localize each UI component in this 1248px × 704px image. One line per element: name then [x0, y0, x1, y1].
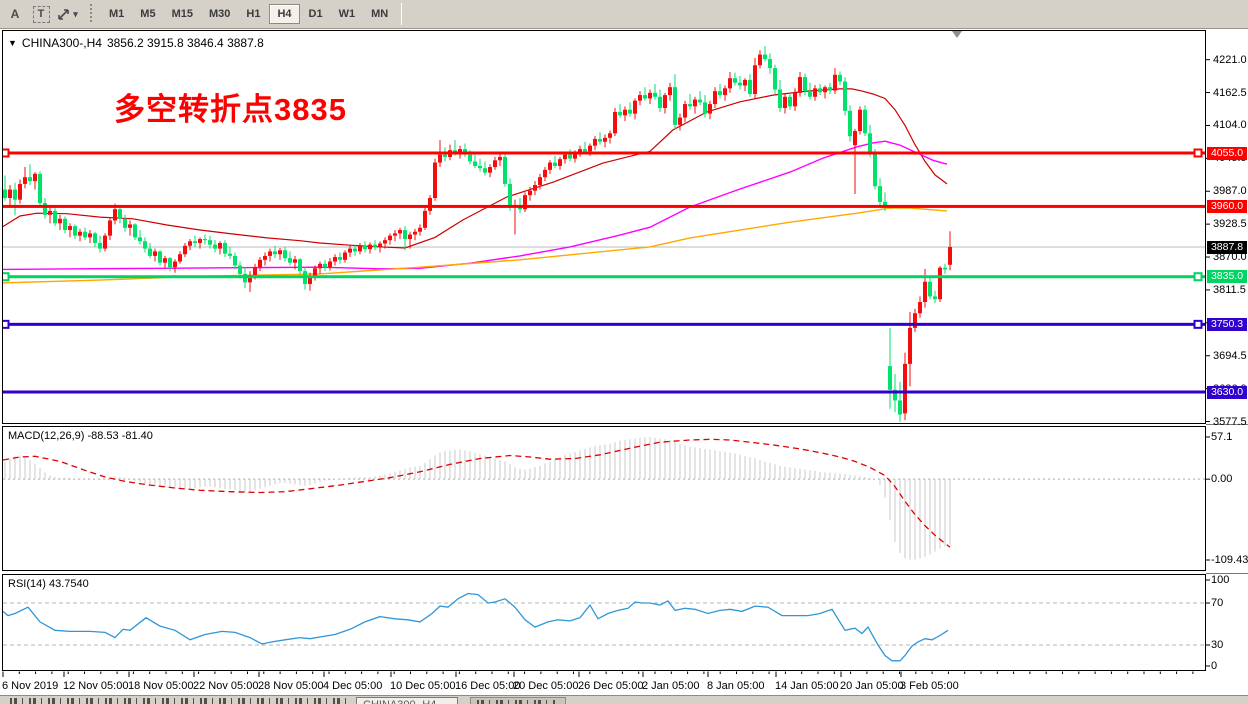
time-axis-label[interactable]: 8 Jan 05:00 [707, 680, 765, 692]
time-axis-label[interactable]: 18 Nov 05:00 [128, 680, 194, 692]
timeframe-button-m5[interactable]: M5 [140, 8, 156, 20]
time-axis-label[interactable]: 3 Feb 05:00 [900, 680, 959, 692]
time-axis-label[interactable]: 16 Dec 05:00 [455, 680, 521, 692]
timeframe-button-d1[interactable]: D1 [308, 8, 323, 20]
toolbar: A T ▾ M1 M5 M15 M30 H1 H4 D1 W1 MN [0, 0, 1248, 29]
macd-panel[interactable] [2, 426, 1206, 571]
chart-tabs-strip[interactable]: CHINA300-,H4 [0, 695, 1248, 704]
time-axis-label[interactable]: 28 Nov 05:00 [258, 680, 324, 692]
rsi-panel[interactable] [2, 574, 1206, 671]
timeframe-button-h1[interactable]: H1 [246, 8, 261, 20]
time-axis-label[interactable]: 4 Dec 05:00 [323, 680, 383, 692]
inactive-chart-tabs[interactable] [10, 698, 348, 704]
macd-indicator-label: MACD(12,26,9) -88.53 -81.40 [8, 430, 153, 442]
timeframe-button-m30[interactable]: M30 [208, 8, 231, 20]
time-axis-label[interactable]: 10 Dec 05:00 [390, 680, 456, 692]
text-tool-button[interactable]: T [30, 3, 52, 25]
time-axis-label[interactable]: 12 Nov 05:00 [63, 680, 129, 692]
timeframe-button-h4[interactable]: H4 [269, 4, 300, 24]
shapes-tool-button[interactable]: ▾ [56, 3, 78, 25]
time-axis-label[interactable]: 22 Nov 05:00 [193, 680, 259, 692]
chart-header[interactable]: ▼ CHINA300-,H4 3856.2 3915.8 3846.4 3887… [8, 36, 264, 50]
text-tool-icon: T [32, 5, 50, 23]
chart-annotation-text[interactable]: 多空转折点3835 [114, 92, 347, 127]
time-axis-label[interactable]: 20 Dec 05:00 [513, 680, 579, 692]
arrows-icon [58, 8, 70, 20]
chart-symbol-title: CHINA300-,H4 [21, 36, 102, 50]
rsi-indicator-label: RSI(14) 43.7540 [8, 578, 89, 590]
toolbar-grip[interactable] [88, 4, 95, 24]
timeframe-toolbar: M1 M5 M15 M30 H1 H4 D1 W1 MN [101, 4, 396, 24]
timeframe-button-m15[interactable]: M15 [171, 8, 193, 20]
timeframe-button-mn[interactable]: MN [371, 8, 389, 20]
time-axis-label[interactable]: 26 Dec 05:00 [578, 680, 644, 692]
chart-ohlc-values: 3856.2 3915.8 3846.4 3887.8 [106, 36, 264, 50]
timeframe-button-m1[interactable]: M1 [109, 8, 125, 20]
time-axis-label[interactable]: 14 Jan 05:00 [775, 680, 839, 692]
cursor-tool-button[interactable]: A [10, 7, 20, 21]
active-chart-tab[interactable]: CHINA300-,H4 [356, 697, 458, 704]
time-axis-label[interactable]: 6 Nov 2019 [2, 680, 59, 692]
time-axis-label[interactable]: 20 Jan 05:00 [840, 680, 904, 692]
chevron-down-icon: ▾ [73, 8, 78, 19]
timeframe-button-w1[interactable]: W1 [338, 8, 356, 20]
chevron-down-icon[interactable]: ▼ [8, 38, 17, 48]
inactive-chart-tab[interactable] [470, 697, 566, 704]
time-axis-label[interactable]: 2 Jan 05:00 [642, 680, 700, 692]
price-axis-column[interactable] [1206, 30, 1248, 694]
toolbar-separator [401, 3, 403, 25]
